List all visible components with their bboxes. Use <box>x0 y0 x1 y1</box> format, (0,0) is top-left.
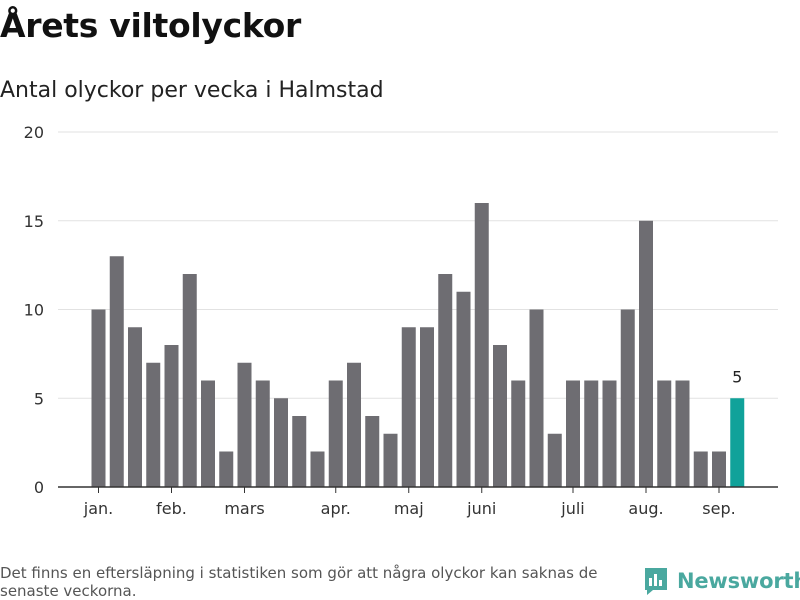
x-tick-label: juli <box>560 499 584 518</box>
bar <box>657 380 672 487</box>
bar <box>456 291 471 487</box>
bar <box>91 309 106 487</box>
bar <box>712 451 726 487</box>
footnote: Det finns en eftersläpning i statistiken… <box>0 564 598 600</box>
bar <box>164 345 179 487</box>
bar <box>292 416 307 487</box>
bar <box>347 362 361 487</box>
bar <box>602 380 617 487</box>
x-tick-label: apr. <box>321 499 351 518</box>
bar <box>182 274 197 487</box>
chart-title: Årets viltolyckor <box>0 6 301 45</box>
x-tick-label: sep. <box>702 499 735 518</box>
bar <box>201 380 215 487</box>
x-axis-ticks: jan. feb. mars apr. maj juni juli aug. sep. <box>83 487 736 518</box>
bar <box>128 327 142 487</box>
bar <box>310 451 325 487</box>
bar <box>401 327 416 487</box>
bar <box>274 398 288 487</box>
bar <box>639 220 653 487</box>
bar-chart: 0 5 10 15 20 jan. feb. mars apr. maj juni juli aug.… <box>24 123 778 518</box>
y-tick-label: 20 <box>24 123 44 142</box>
bar <box>438 274 453 487</box>
highlight-value-label: 5 <box>732 367 742 386</box>
bar <box>237 362 252 487</box>
x-tick-label: juni <box>466 499 496 518</box>
brand-logo: Newsworthy <box>643 566 800 596</box>
bar <box>566 380 580 487</box>
bar <box>493 345 507 487</box>
bar <box>420 327 434 487</box>
bar <box>529 309 544 487</box>
y-axis-ticks: 0 5 10 15 20 <box>24 123 44 497</box>
bar <box>620 309 635 487</box>
bars <box>91 203 745 487</box>
x-tick-label: jan. <box>83 499 113 518</box>
y-tick-label: 15 <box>24 212 44 231</box>
bar <box>328 380 343 487</box>
bar <box>365 416 380 487</box>
bar <box>255 380 270 487</box>
chart-subtitle: Antal olyckor per vecka i Halmstad <box>0 78 384 103</box>
bar <box>219 451 234 487</box>
y-tick-label: 10 <box>24 301 44 320</box>
bar <box>584 380 599 487</box>
bar <box>474 203 489 487</box>
bar <box>146 362 161 487</box>
bar <box>675 380 690 487</box>
x-tick-label: feb. <box>156 499 187 518</box>
bar <box>383 433 398 487</box>
x-tick-label: maj <box>394 499 424 518</box>
y-tick-label: 0 <box>34 478 44 497</box>
bar-chart-speech-bubble-icon <box>645 568 667 595</box>
brand-name: Newsworthy <box>677 569 800 593</box>
x-tick-label: mars <box>224 499 264 518</box>
bar-highlight <box>730 398 745 487</box>
bar <box>693 451 708 487</box>
bar <box>511 380 526 487</box>
bar <box>547 433 562 487</box>
x-tick-label: aug. <box>628 499 663 518</box>
y-tick-label: 5 <box>34 389 44 408</box>
bar <box>109 256 124 487</box>
data-labels: 5 <box>732 367 742 386</box>
